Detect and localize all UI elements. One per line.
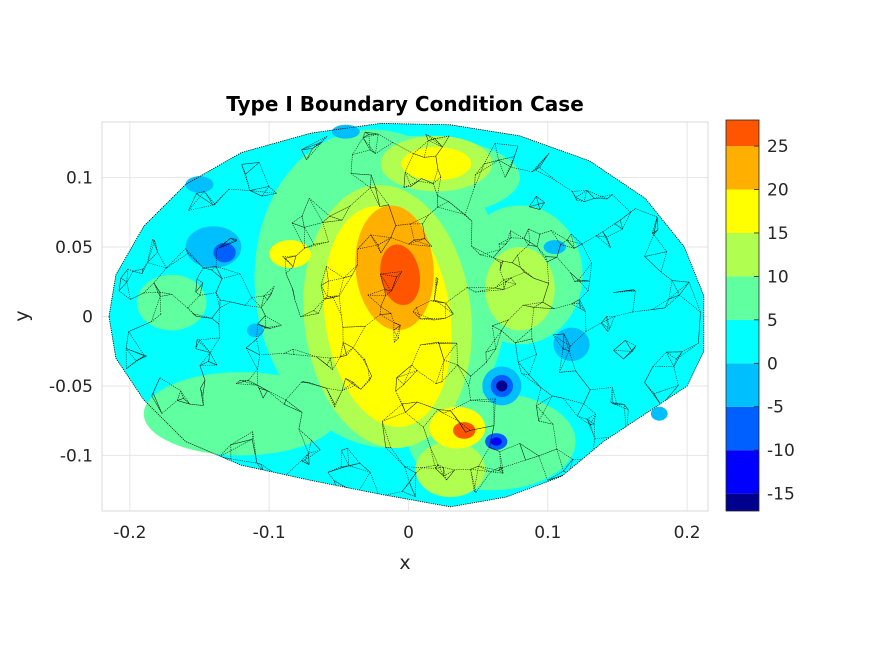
colorbar-segment: [726, 189, 759, 233]
colorbar-tick-label: 5: [767, 311, 778, 331]
x-tick-label: -0.1: [253, 523, 286, 543]
colorbar-tick-label: 15: [767, 224, 789, 244]
x-tick-label: -0.2: [113, 523, 146, 543]
colorbar-tick-label: 10: [767, 267, 789, 287]
colorbar-tick-label: -10: [767, 441, 795, 461]
trough-region: [496, 380, 508, 392]
colorbar-segment: [726, 120, 759, 147]
region-10-15: [485, 247, 555, 331]
y-tick-label: 0.05: [55, 238, 93, 258]
colorbar-tick-label: 20: [767, 181, 789, 201]
x-tick-label: 0.2: [674, 523, 701, 543]
trough-region: [331, 124, 360, 139]
mesh-overlay: [108, 122, 705, 508]
colorbar-segment: [726, 146, 759, 190]
y-tick-label: 0: [82, 308, 93, 328]
colorbar-segment: [726, 406, 759, 451]
peak-region: [380, 244, 421, 306]
colorbar-tick-label: -5: [767, 398, 784, 418]
region-5-10: [143, 372, 339, 456]
y-tick-label: -0.05: [49, 377, 93, 397]
y-tick-label: 0.1: [66, 169, 93, 189]
x-axis-label: x: [399, 552, 410, 574]
mesh-lines: [118, 131, 701, 498]
colorbar: [725, 119, 760, 512]
y-tick-label: -0.1: [60, 446, 93, 466]
x-axis-ticks: -0.2 -0.1 0 0.1 0.2: [113, 523, 700, 543]
mesh-edges: [118, 131, 701, 498]
contour-features: [136, 124, 668, 498]
colorbar-tick-label: -15: [767, 485, 795, 505]
region-10-15: [415, 441, 486, 498]
mesh-boundary: [108, 122, 705, 508]
y-axis-ticks: 0.1 0.05 0 -0.05 -0.1: [49, 169, 93, 467]
x-tick-label: 0: [403, 523, 414, 543]
trough-region: [553, 327, 590, 361]
region-15-20: [401, 147, 472, 181]
trough-region: [490, 437, 502, 446]
colorbar-segment: [726, 276, 759, 320]
axes-box: [101, 121, 709, 512]
colorbar-segment: [726, 319, 759, 364]
trough-region: [650, 406, 668, 421]
colorbar-segment: [726, 232, 759, 277]
region-15-20: [269, 240, 311, 268]
trough-region: [543, 240, 566, 254]
x-tick-label: 0.1: [534, 523, 561, 543]
colorbar-ticks: 25 20 15 10 5 0 -5 -10 -15: [754, 137, 795, 505]
trough-region: [185, 176, 214, 193]
region-5-10: [136, 274, 207, 331]
colorbar-segment: [726, 493, 759, 511]
colorbar-segment: [726, 450, 759, 494]
colorbar-frame: [725, 119, 760, 512]
plot-area: [108, 122, 705, 508]
colorbar-tick-label: 0: [767, 354, 778, 374]
colorbar-tick-label: 25: [767, 137, 789, 157]
colorbar-segment: [726, 363, 759, 407]
chart-title: Type I Boundary Condition Case: [226, 92, 584, 116]
y-axis-label: y: [11, 310, 33, 321]
trough-region: [246, 323, 264, 338]
